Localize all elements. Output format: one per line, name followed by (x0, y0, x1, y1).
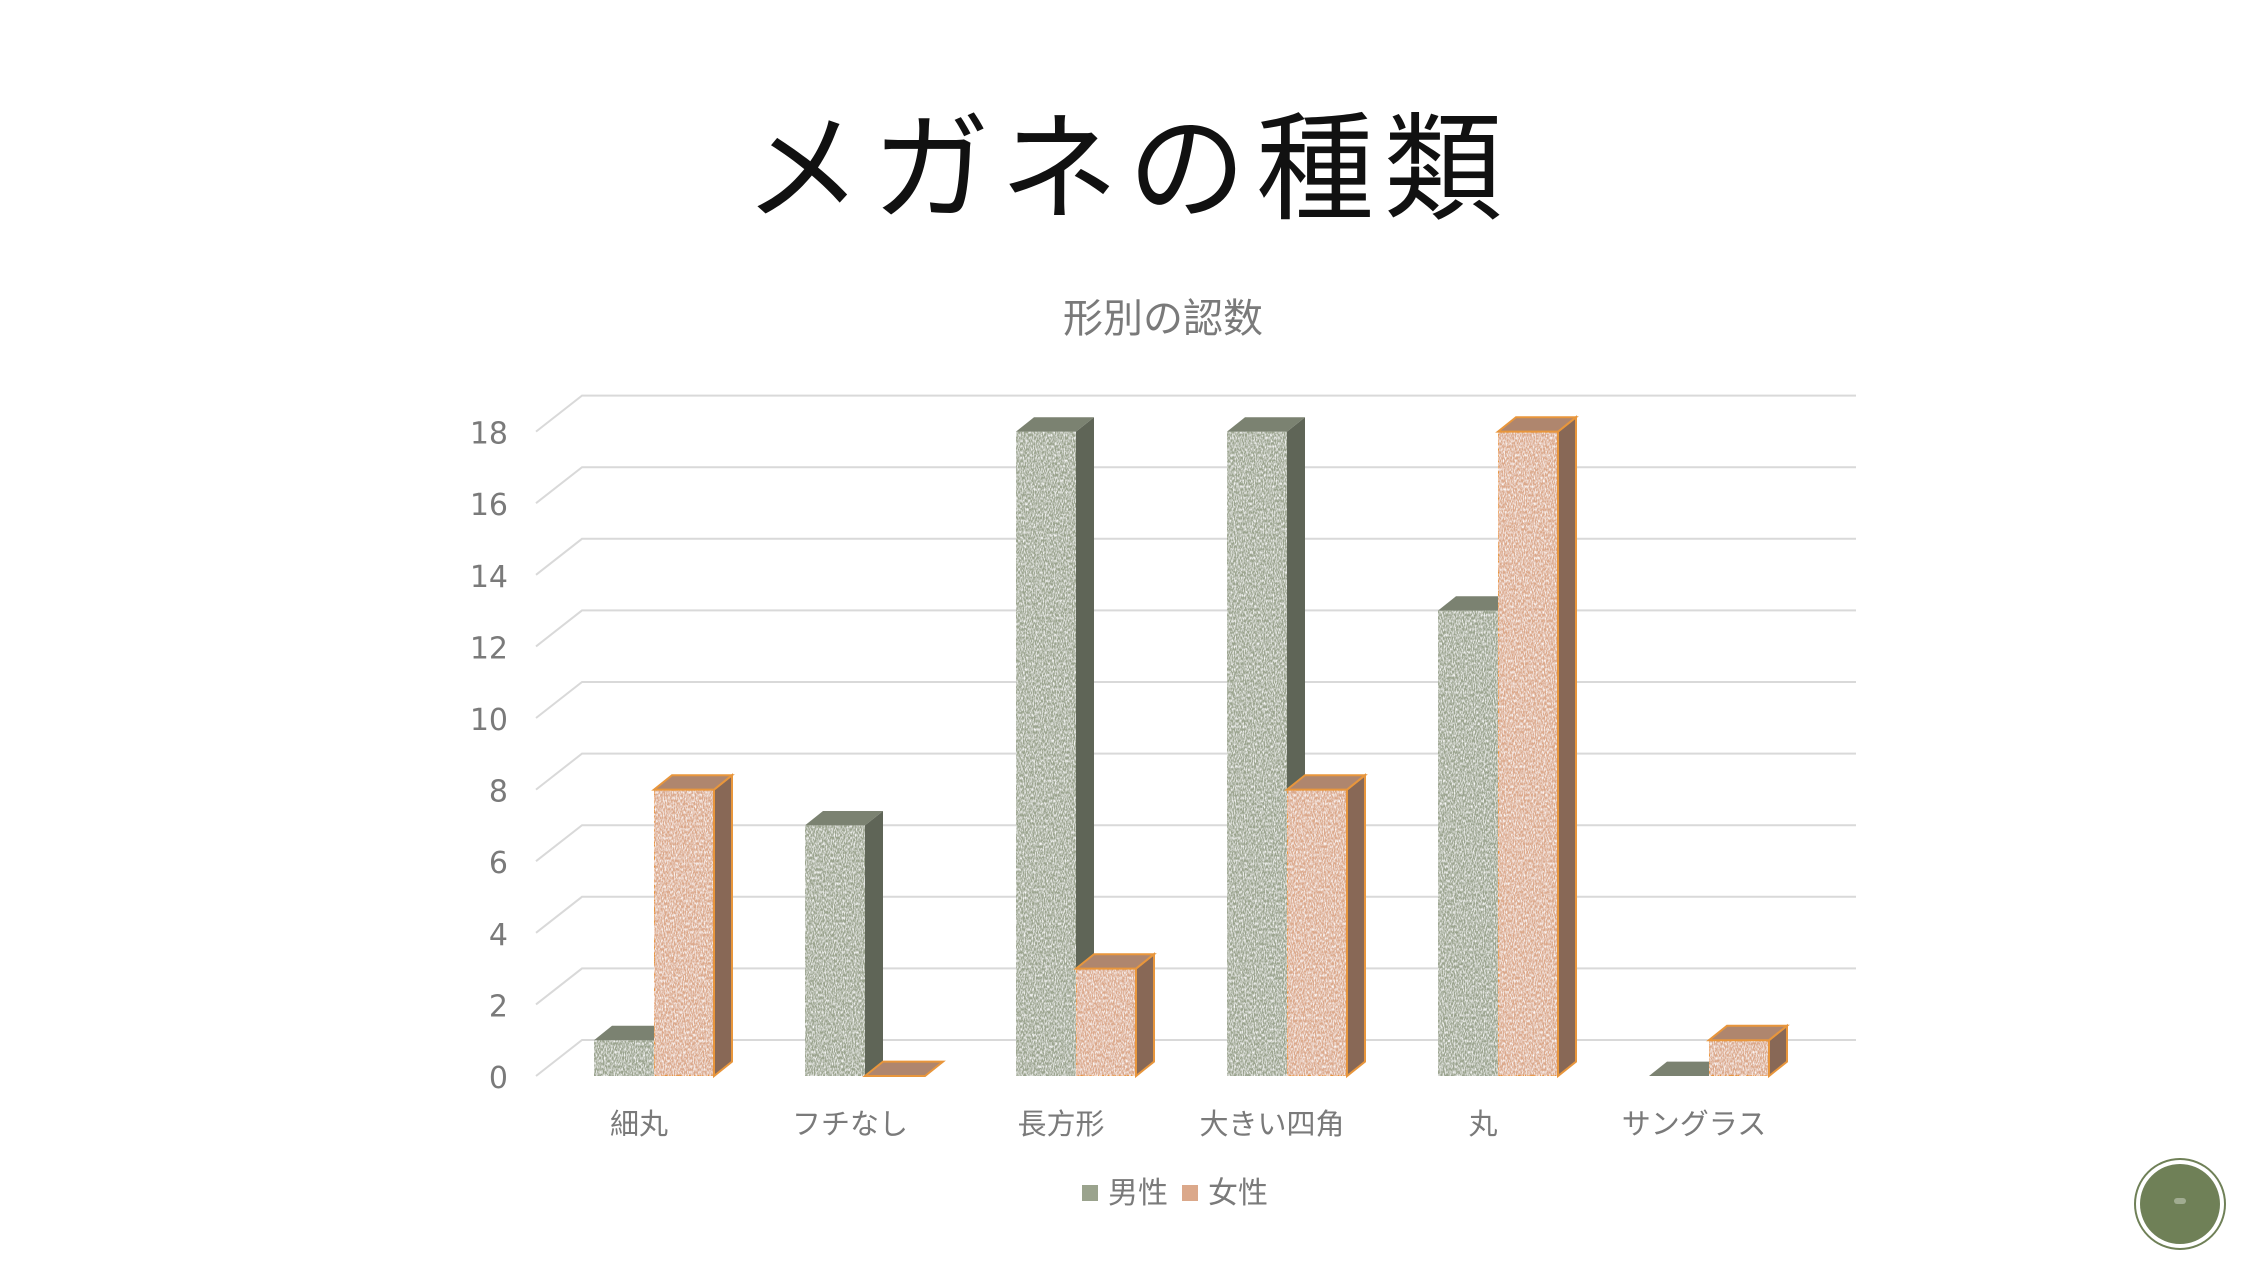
bar-2-1 (1073, 952, 1157, 1079)
bar-front (805, 825, 865, 1076)
legend: 男性 女性 (1082, 1176, 1268, 1211)
bar-top (1438, 596, 1516, 611)
bar-top (1227, 417, 1305, 432)
x-tick-label: 長方形 (1017, 1107, 1104, 1141)
bar-side (713, 773, 733, 1079)
gridline (535, 967, 1856, 1006)
bar-0-1 (651, 773, 735, 1079)
gridline (535, 609, 1856, 648)
bar-top (805, 811, 883, 826)
gridline (535, 466, 1856, 504)
x-axis-ticks: 細丸 フチなし 長方形 大きい四角 丸 サングラス (610, 1107, 1766, 1141)
bar-side (865, 811, 883, 1076)
chart-title: 形別の認数 (1063, 296, 1263, 342)
y-tick-label: 4 (489, 918, 508, 953)
bar-front (594, 1040, 654, 1076)
bars (594, 415, 1790, 1079)
bar-top (594, 1025, 672, 1041)
slide-title: メガネの種類 (743, 100, 1512, 238)
bar-top (651, 774, 735, 791)
legend-swatch (1182, 1185, 1198, 1201)
bar-front (653, 788, 715, 1077)
bar-5-1 (1706, 1023, 1790, 1079)
bar-front (1438, 610, 1498, 1076)
bar-4-1 (1495, 415, 1579, 1079)
bar-side (1076, 417, 1094, 1076)
x-tick-label: フチなし (792, 1107, 908, 1141)
x-tick-label: サングラス (1622, 1107, 1766, 1141)
gridline (535, 824, 1856, 862)
bar-front (1227, 431, 1287, 1077)
gridline (535, 537, 1856, 576)
gridline (535, 1039, 1856, 1077)
bar-3-1 (1284, 773, 1368, 1079)
gridline (535, 895, 1856, 934)
y-tick-label: 14 (470, 560, 508, 595)
gridlines (535, 394, 1856, 1077)
bar-top (1016, 417, 1094, 432)
legend-label: 男性 (1108, 1176, 1168, 1211)
bar-top (862, 1060, 946, 1077)
y-tick-label: 10 (470, 703, 508, 738)
slide-badge (2140, 1164, 2220, 1244)
y-axis-ticks: 0 2 4 6 8 10 12 14 16 18 (470, 417, 508, 1096)
bar-2-0 (1016, 417, 1094, 1077)
bar-top (1649, 1061, 1727, 1076)
x-tick-label: 細丸 (610, 1107, 668, 1141)
bar-top (1706, 1024, 1790, 1042)
bar-5-0 (1649, 1061, 1727, 1076)
gridline (535, 394, 1856, 433)
gridline (535, 752, 1856, 791)
y-tick-label: 6 (489, 846, 508, 881)
y-tick-label: 18 (470, 417, 508, 452)
y-tick-label: 8 (489, 775, 508, 810)
bar-front (1497, 430, 1559, 1078)
y-tick-label: 0 (489, 1061, 508, 1096)
legend-swatch (1082, 1185, 1098, 1201)
bar-side (1135, 952, 1155, 1079)
bar-1-0 (805, 811, 883, 1076)
bar-front (1016, 431, 1076, 1077)
bar-front (1075, 967, 1137, 1077)
bar-front (1708, 1039, 1770, 1077)
gridline (535, 681, 1856, 719)
bar-side (1557, 415, 1577, 1079)
y-tick-label: 12 (470, 631, 508, 666)
bar-top (1073, 953, 1157, 970)
bar-1-1 (862, 1060, 946, 1077)
legend-label: 女性 (1208, 1176, 1268, 1211)
bar-front (1286, 788, 1348, 1077)
x-tick-label: 大きい四角 (1199, 1107, 1344, 1141)
x-tick-label: 丸 (1468, 1107, 1497, 1141)
bar-top (1284, 774, 1368, 791)
bar-side (1346, 773, 1366, 1079)
y-tick-label: 2 (489, 989, 508, 1024)
bar-top (1495, 416, 1579, 433)
y-tick-label: 16 (470, 488, 508, 523)
